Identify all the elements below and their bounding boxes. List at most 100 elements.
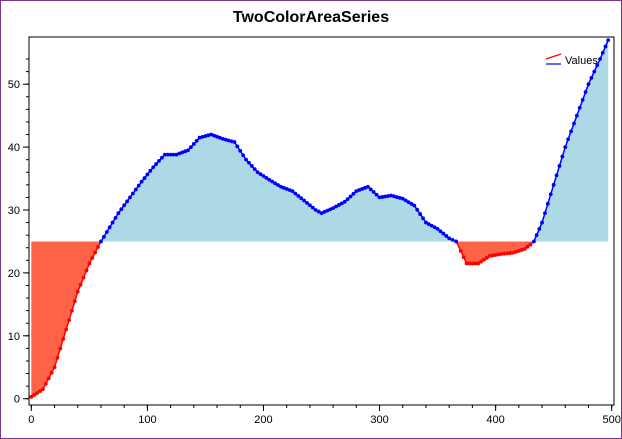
data-point	[403, 198, 408, 203]
data-point	[351, 191, 356, 196]
data-point	[516, 248, 521, 253]
data-point	[424, 220, 428, 225]
data-point	[238, 148, 243, 153]
data-point	[409, 201, 414, 206]
data-point	[522, 247, 527, 251]
data-point	[337, 203, 341, 207]
data-point	[93, 250, 98, 255]
data-point	[148, 168, 153, 173]
data-point	[545, 201, 550, 206]
data-point	[595, 63, 600, 68]
data-point	[232, 140, 237, 144]
data-point	[514, 249, 518, 254]
data-point	[435, 226, 440, 231]
data-point	[287, 188, 292, 192]
data-point	[270, 179, 275, 184]
data-point	[438, 229, 443, 234]
data-point	[454, 239, 459, 244]
data-point	[258, 172, 263, 177]
data-point	[368, 187, 373, 192]
data-point	[151, 165, 156, 170]
data-point	[415, 207, 420, 212]
data-point	[580, 98, 585, 102]
data-point	[572, 121, 576, 126]
data-point	[58, 346, 63, 351]
data-point	[325, 208, 330, 213]
data-point	[84, 268, 89, 273]
data-point	[444, 234, 449, 238]
data-point	[276, 183, 280, 187]
data-point	[136, 183, 141, 188]
data-point	[540, 220, 544, 225]
data-point	[487, 254, 492, 258]
data-point	[293, 191, 298, 196]
data-point	[67, 318, 71, 322]
data-point	[41, 387, 45, 392]
data-point	[305, 201, 309, 205]
y-tick-label: 40	[8, 142, 20, 154]
data-point	[220, 137, 225, 141]
data-point	[345, 197, 350, 202]
data-point	[212, 133, 217, 138]
data-point	[458, 248, 463, 253]
data-point	[502, 251, 507, 256]
data-point	[485, 255, 489, 260]
data-point	[38, 389, 42, 394]
data-point	[46, 376, 51, 381]
data-point	[389, 193, 394, 198]
data-point	[334, 204, 338, 209]
data-point	[107, 225, 112, 230]
plot-border	[28, 36, 615, 406]
data-point	[406, 200, 411, 205]
data-point	[490, 253, 495, 258]
data-point	[525, 244, 530, 249]
data-point	[281, 185, 286, 190]
data-point	[598, 57, 602, 61]
data-point	[249, 164, 254, 168]
data-point	[499, 252, 504, 256]
data-point	[360, 187, 365, 191]
data-point	[197, 135, 202, 140]
data-point	[191, 142, 196, 146]
data-point	[261, 174, 266, 178]
data-point	[183, 149, 188, 154]
y-tick-label: 0	[14, 394, 20, 406]
data-point	[125, 199, 129, 204]
data-point	[113, 215, 118, 220]
data-point	[511, 250, 515, 255]
data-point	[371, 190, 376, 194]
data-point	[348, 194, 353, 199]
x-tick-label: 300	[370, 414, 388, 426]
data-point	[162, 152, 167, 157]
data-point	[310, 205, 315, 210]
chart-title: TwoColorAreaSeries	[232, 9, 390, 26]
data-point	[600, 50, 605, 55]
data-point	[180, 150, 185, 155]
x-tick-label: 400	[486, 414, 504, 426]
data-point	[342, 199, 347, 204]
y-tick-label: 20	[8, 268, 20, 280]
data-point	[586, 82, 591, 87]
data-point	[354, 189, 359, 194]
data-point	[380, 195, 385, 199]
data-point	[383, 194, 388, 199]
data-point	[397, 195, 402, 200]
data-point	[229, 139, 234, 144]
data-point	[519, 248, 524, 252]
data-point	[90, 256, 95, 260]
data-point	[235, 144, 240, 149]
data-point	[429, 223, 434, 228]
data-point	[247, 160, 251, 165]
data-point	[482, 257, 486, 262]
data-point	[467, 261, 472, 266]
data-point	[496, 252, 501, 257]
data-point	[505, 251, 510, 256]
data-point	[241, 153, 246, 158]
data-point	[99, 239, 103, 244]
data-point	[119, 207, 124, 212]
x-tick-label: 200	[254, 414, 272, 426]
data-point	[244, 157, 248, 162]
data-point	[328, 207, 333, 212]
data-point	[392, 194, 396, 199]
